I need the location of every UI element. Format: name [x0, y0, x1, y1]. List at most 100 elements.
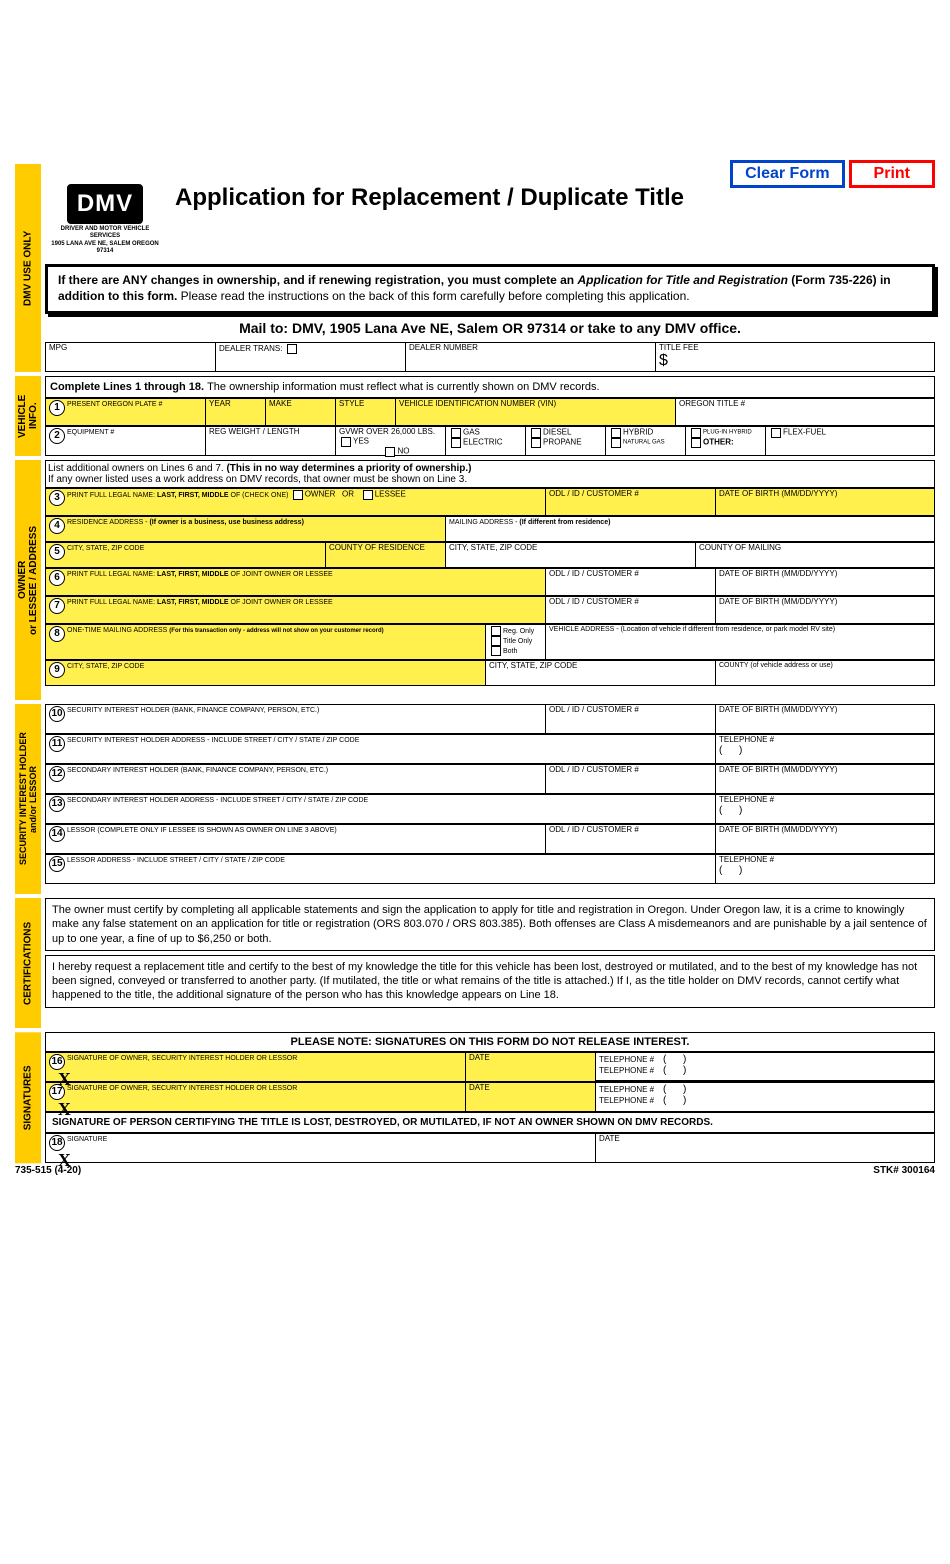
mailing-addr[interactable]: MAILING ADDRESS - (If different from res… — [446, 517, 934, 541]
cert-p2: I hereby request a replacement title and… — [45, 955, 935, 1008]
sih-10[interactable]: 10SECURITY INTEREST HOLDER (Bank, Financ… — [46, 705, 546, 733]
tel-11[interactable]: TELEPHONE #( ) — [716, 735, 934, 763]
sidebar-vehicle: VEHICLE INFO. — [15, 376, 41, 456]
line-9: 9CITY, STATE, ZIP CODE CITY, STATE, ZIP … — [45, 660, 935, 686]
tel-17[interactable]: TELEPHONE # ( )TELEPHONE # ( ) — [596, 1083, 934, 1111]
county-mail[interactable]: COUNTY OF MAILING — [696, 543, 934, 567]
lessor-addr-15[interactable]: 15LESSOR ADDRESS - INCLUDE STREET / CITY… — [46, 855, 716, 883]
county-9[interactable]: COUNTY (of vehicle address or use) — [716, 661, 934, 685]
owner-name-field[interactable]: 3PRINT FULL LEGAL NAME: LAST, FIRST, MID… — [46, 489, 546, 515]
sig-note: PLEASE NOTE: SIGNATURES ON THIS FORM DO … — [45, 1032, 935, 1052]
dealer-checkbox[interactable] — [287, 344, 297, 354]
sih-12[interactable]: 12SECONDARY INTEREST HOLDER (Bank, Finan… — [46, 765, 546, 793]
owner-checkbox[interactable] — [293, 490, 303, 500]
csz-9b[interactable]: CITY, STATE, ZIP CODE — [486, 661, 716, 685]
tel-16a[interactable]: TELEPHONE # ( )TELEPHONE # ( ) — [596, 1053, 934, 1081]
line-7: 7PRINT FULL LEGAL NAME: LAST, FIRST, MID… — [45, 596, 935, 624]
otm-type: Reg. OnlyTitle OnlyBoth — [486, 625, 546, 659]
style-field[interactable]: STYLE — [336, 399, 396, 425]
tel-15[interactable]: TELEPHONE #( ) — [716, 855, 934, 883]
print-button[interactable]: Print — [849, 160, 935, 188]
line-14: 14LESSOR (Complete only if lessee is sho… — [45, 824, 935, 854]
hybrid-checkbox[interactable] — [611, 428, 621, 438]
otm-addr[interactable]: 8ONE-TIME MAILING ADDRESS (For this tran… — [46, 625, 486, 659]
line-6: 6PRINT FULL LEGAL NAME: LAST, FIRST, MID… — [45, 568, 935, 596]
fuel-gas: GASELECTRIC — [446, 427, 526, 455]
sih-addr-13[interactable]: 13SECONDARY INTEREST HOLDER ADDRESS - IN… — [46, 795, 716, 823]
make-field[interactable]: MAKE — [266, 399, 336, 425]
mail-to: Mail to: DMV, 1905 Lana Ave NE, Salem OR… — [45, 320, 935, 336]
mpg-field[interactable]: MPG — [46, 343, 216, 371]
dob-6[interactable]: DATE OF BIRTH (MM/DD/YYYY) — [716, 569, 934, 595]
year-field[interactable]: YEAR — [206, 399, 266, 425]
dob-7[interactable]: DATE OF BIRTH (MM/DD/YYYY) — [716, 597, 934, 623]
odl-12[interactable]: ODL / ID / CUSTOMER # — [546, 765, 716, 793]
line-10: 10SECURITY INTEREST HOLDER (Bank, Financ… — [45, 704, 935, 734]
odl-14[interactable]: ODL / ID / CUSTOMER # — [546, 825, 716, 853]
line-18: 18SIGNATURE X DATE — [45, 1133, 935, 1163]
line-5: 5CITY, STATE, ZIP CODE COUNTY OF RESIDEN… — [45, 542, 935, 568]
line-12: 12SECONDARY INTEREST HOLDER (Bank, Finan… — [45, 764, 935, 794]
other-checkbox[interactable] — [691, 438, 701, 448]
equipment-field[interactable]: 2EQUIPMENT # — [46, 427, 206, 455]
logo-address: 1905 LANA AVE NE, SALEM OREGON 97314 — [45, 241, 165, 254]
both-checkbox[interactable] — [491, 646, 501, 656]
dob-12[interactable]: DATE OF BIRTH (MM/DD/YYYY) — [716, 765, 934, 793]
propane-checkbox[interactable] — [531, 438, 541, 448]
tel-13[interactable]: TELEPHONE #( ) — [716, 795, 934, 823]
footer: 735-515 (4-20) STK# 300164 — [15, 1165, 935, 1176]
vin-field[interactable]: VEHICLE IDENTIFICATION NUMBER (VIN) — [396, 399, 676, 425]
electric-checkbox[interactable] — [451, 438, 461, 448]
title-only-checkbox[interactable] — [491, 636, 501, 646]
lessee-checkbox[interactable] — [363, 490, 373, 500]
sidebar-security: SECURITY INTEREST HOLDER and/or LESSOR — [15, 704, 41, 894]
csz-9[interactable]: 9CITY, STATE, ZIP CODE — [46, 661, 486, 685]
csz-5[interactable]: 5CITY, STATE, ZIP CODE — [46, 543, 326, 567]
oregon-title-field[interactable]: OREGON TITLE # — [676, 399, 934, 425]
sih-addr-11[interactable]: 11SECURITY INTEREST HOLDER ADDRESS - INC… — [46, 735, 716, 763]
gas-checkbox[interactable] — [451, 428, 461, 438]
diesel-checkbox[interactable] — [531, 428, 541, 438]
stock-number: STK# 300164 — [873, 1165, 935, 1176]
date-17[interactable]: DATE — [466, 1083, 596, 1111]
plate-field[interactable]: 1PRESENT OREGON PLATE # — [46, 399, 206, 425]
gvwr-yes-checkbox[interactable] — [341, 437, 351, 447]
sig-18[interactable]: 18SIGNATURE X — [46, 1134, 596, 1162]
natgas-checkbox[interactable] — [611, 438, 621, 448]
dob-14[interactable]: DATE OF BIRTH (MM/DD/YYYY) — [716, 825, 934, 853]
date-16[interactable]: DATE — [466, 1053, 596, 1081]
title-fee-field[interactable]: TITLE FEE$ — [656, 343, 934, 371]
reg-only-checkbox[interactable] — [491, 626, 501, 636]
sidebar-cert: CERTIFICATIONS — [15, 898, 41, 1028]
csz-mail[interactable]: CITY, STATE, ZIP CODE — [446, 543, 696, 567]
gvwr-no-checkbox[interactable] — [385, 447, 395, 457]
line-1: 1PRESENT OREGON PLATE # YEAR MAKE STYLE … — [45, 398, 935, 426]
dealer-trans-field[interactable]: DEALER TRANS: — [216, 343, 406, 371]
lessor-14[interactable]: 14LESSOR (Complete only if lessee is sho… — [46, 825, 546, 853]
dealer-number-field[interactable]: DEALER NUMBER — [406, 343, 656, 371]
sig-17[interactable]: 17SIGNATURE OF OWNER, SECURITY INTEREST … — [46, 1083, 466, 1111]
top-fields: MPG DEALER TRANS: DEALER NUMBER TITLE FE… — [45, 342, 935, 372]
residence-addr[interactable]: 4RESIDENCE ADDRESS - (If owner is a busi… — [46, 517, 446, 541]
fuel-flex: FLEX-FUEL — [766, 427, 934, 455]
county-res[interactable]: COUNTY OF RESIDENCE — [326, 543, 446, 567]
sig-18-note: SIGNATURE OF PERSON CERTIFYING THE TITLE… — [45, 1112, 935, 1133]
dob-10[interactable]: DATE OF BIRTH (MM/DD/YYYY) — [716, 705, 934, 733]
plugin-checkbox[interactable] — [691, 428, 701, 438]
odl-10[interactable]: ODL / ID / CUSTOMER # — [546, 705, 716, 733]
flex-checkbox[interactable] — [771, 428, 781, 438]
clear-form-button[interactable]: Clear Form — [730, 160, 844, 188]
line-3: 3PRINT FULL LEGAL NAME: LAST, FIRST, MID… — [45, 488, 935, 516]
date-18[interactable]: DATE — [596, 1134, 934, 1162]
dob-3[interactable]: DATE OF BIRTH (MM/DD/YYYY) — [716, 489, 934, 515]
odl-7[interactable]: ODL / ID / CUSTOMER # — [546, 597, 716, 623]
dmv-logo: DMV DRIVER AND MOTOR VEHICLE SERVICES 19… — [45, 184, 165, 254]
joint-7[interactable]: 7PRINT FULL LEGAL NAME: LAST, FIRST, MID… — [46, 597, 546, 623]
joint-6[interactable]: 6PRINT FULL LEGAL NAME: LAST, FIRST, MID… — [46, 569, 546, 595]
logo-subtitle: DRIVER AND MOTOR VEHICLE SERVICES — [45, 226, 165, 239]
sig-16[interactable]: 16SIGNATURE OF OWNER, SECURITY INTEREST … — [46, 1053, 466, 1081]
reg-weight-field[interactable]: REG WEIGHT / LENGTH — [206, 427, 336, 455]
odl-3[interactable]: ODL / ID / CUSTOMER # — [546, 489, 716, 515]
odl-6[interactable]: ODL / ID / CUSTOMER # — [546, 569, 716, 595]
vehicle-addr[interactable]: VEHICLE ADDRESS - (Location of vehicle i… — [546, 625, 934, 659]
